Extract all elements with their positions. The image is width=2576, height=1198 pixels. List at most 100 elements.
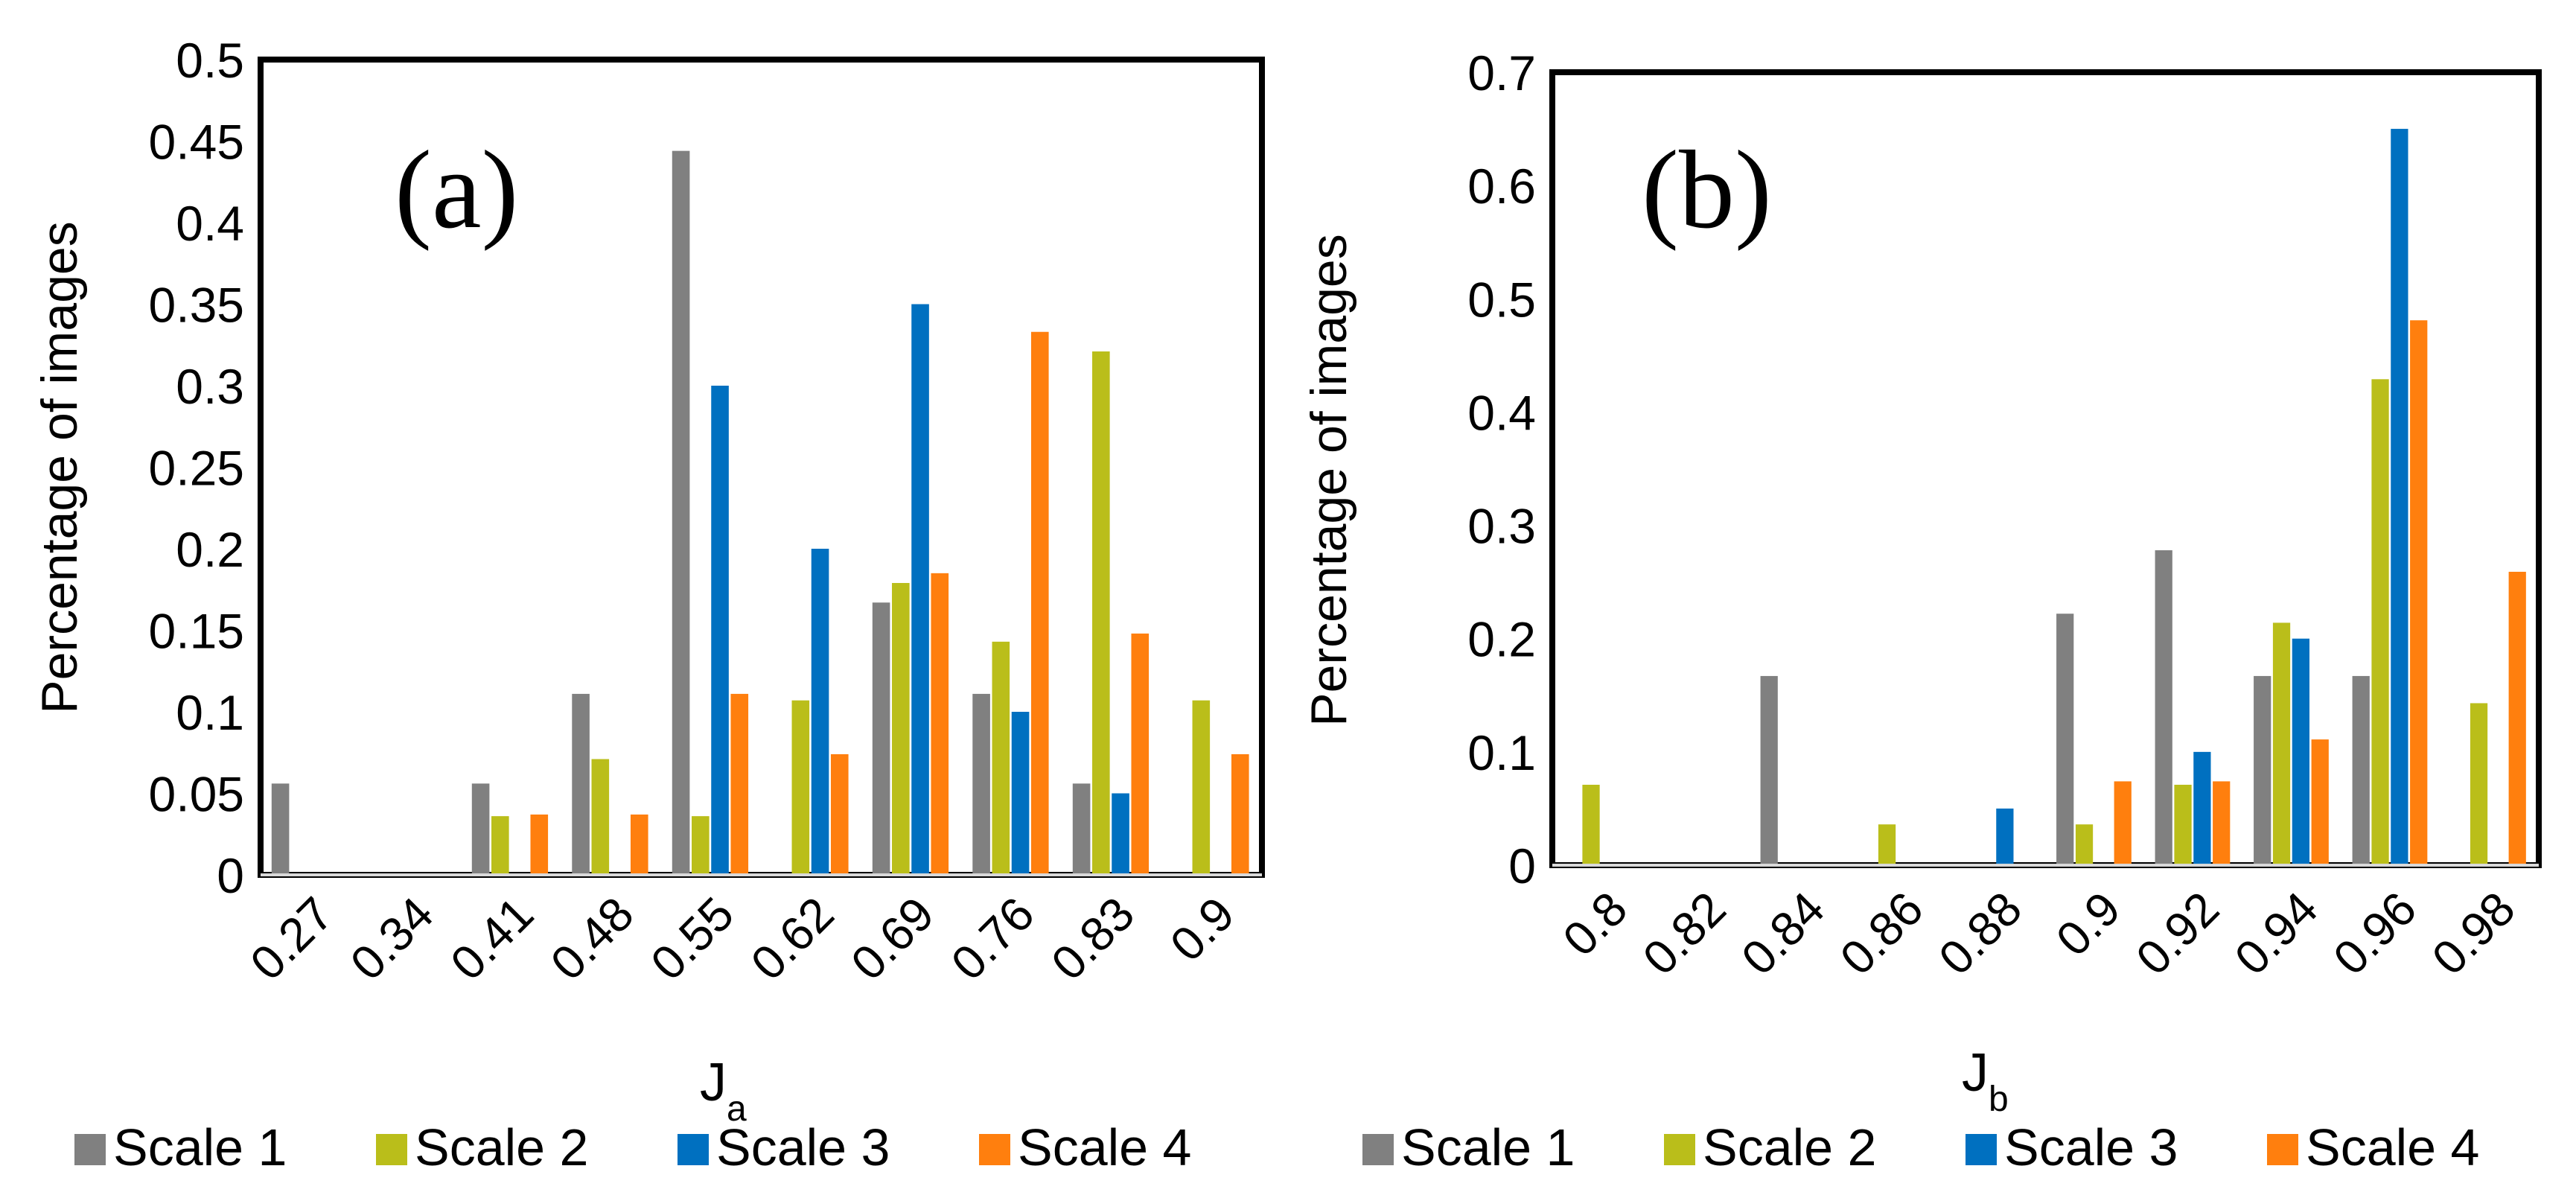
bar-scale-2-0_9 xyxy=(2075,824,2094,865)
bar-scale-1-0_84 xyxy=(1760,675,1778,865)
y-tick-label: 0.7 xyxy=(1467,45,1536,101)
bar-scale-1-0_41 xyxy=(471,783,490,875)
bar-scale-4-0_96 xyxy=(2410,320,2428,865)
bar-scale-1-0_69 xyxy=(872,602,890,875)
bar-scale-3-0_62 xyxy=(811,549,829,875)
legend-swatch xyxy=(979,1134,1010,1165)
x-tick-label: 0.96 xyxy=(2323,882,2426,985)
bars-group xyxy=(261,150,1262,876)
bar-scale-3-0_92 xyxy=(2193,751,2211,865)
bar-scale-3-0_83 xyxy=(1112,793,1129,875)
x-axis-label: Ja xyxy=(700,1053,747,1129)
x-tick-label: 0.83 xyxy=(1041,887,1144,990)
bar-scale-1-0_27 xyxy=(271,783,290,875)
bar-scale-1-0_76 xyxy=(972,693,990,875)
chart-panel-a: 0 0.05 0.1 0.15 0.2 0.25 0.3 0.35 0.4 0.45 0.5 0.2… xyxy=(31,33,1265,1176)
x-tick-label: 0.69 xyxy=(841,887,944,990)
bar-scale-1-0_92 xyxy=(2155,550,2172,865)
legend: Scale 1 Scale 2 Scale 3 Scale 4 xyxy=(74,1118,1191,1176)
legend: Scale 1 Scale 2 Scale 3 Scale 4 xyxy=(1362,1118,2479,1176)
x-axis-label-subscript: b xyxy=(1989,1080,2009,1119)
chart-panel-b: 00.10.20.30.40.50.60.7 0.80.820.840.860.… xyxy=(1301,45,2542,1176)
bar-scale-2-0_9 xyxy=(1192,700,1211,875)
x-tick-labels: 0.80.820.840.860.88 0.90.920.940.960.98 xyxy=(1552,882,2525,985)
y-tick-label: 0.45 xyxy=(149,115,244,170)
bar-scale-2-0_96 xyxy=(2371,379,2389,865)
legend-item-scale-2: Scale 2 xyxy=(376,1118,588,1176)
x-axis-label-main: J xyxy=(1962,1043,1989,1103)
bar-scale-2-0_76 xyxy=(992,641,1010,875)
x-tick-label: 0.41 xyxy=(440,887,543,990)
bar-scale-1-0_55 xyxy=(672,150,690,875)
bar-scale-4-0_83 xyxy=(1131,633,1150,875)
bars-group xyxy=(1552,129,2539,867)
bar-scale-2-0_98 xyxy=(2470,703,2488,865)
y-tick-label: 0.1 xyxy=(1467,725,1536,780)
y-tick-label: 0.25 xyxy=(149,441,244,496)
y-tick-label: 0.15 xyxy=(149,604,244,659)
y-tick-label: 0 xyxy=(1508,838,1536,893)
x-tick-label: 0.62 xyxy=(741,887,844,990)
bar-scale-2-0_83 xyxy=(1092,351,1110,875)
bar-scale-4-0_9 xyxy=(1231,753,1249,875)
x-tick-label: 0.82 xyxy=(1633,882,1736,985)
y-tick-label: 0.05 xyxy=(149,767,244,822)
legend-swatch xyxy=(1664,1134,1695,1165)
x-tick-label: 0.92 xyxy=(2126,882,2229,985)
y-tick-label: 0.35 xyxy=(149,278,244,333)
bar-scale-1-0_48 xyxy=(572,693,590,875)
bar-scale-1-0_9 xyxy=(2056,614,2074,865)
x-tick-label: 0.9 xyxy=(1160,887,1245,972)
bar-scale-1-0_94 xyxy=(2254,675,2271,865)
y-tick-label: 0.6 xyxy=(1467,159,1536,214)
y-axis-label: Percentage of images xyxy=(1301,234,1357,727)
x-tick-label: 0.27 xyxy=(240,887,343,990)
legend-swatch xyxy=(1966,1134,1997,1165)
x-axis-label-main: J xyxy=(700,1053,727,1112)
bar-scale-2-0_41 xyxy=(491,816,509,875)
bar-scale-2-0_92 xyxy=(2174,784,2192,865)
bar-scale-4-0_92 xyxy=(2213,781,2231,865)
legend-item-scale-2: Scale 2 xyxy=(1664,1118,1876,1176)
bar-scale-2-0_86 xyxy=(1878,824,1896,865)
y-tick-label: 0.3 xyxy=(1467,499,1536,554)
bar-scale-2-0_48 xyxy=(591,759,610,875)
bar-scale-4-0_9 xyxy=(2114,781,2132,865)
legend-label: Scale 1 xyxy=(1401,1118,1575,1176)
y-axis-label: Percentage of images xyxy=(31,221,88,714)
x-tick-label: 0.34 xyxy=(340,887,444,990)
bar-scale-4-0_48 xyxy=(630,814,648,875)
panel-label: (a) xyxy=(395,128,518,252)
y-tick-label: 0.2 xyxy=(1467,612,1536,667)
x-tick-label: 0.84 xyxy=(1731,882,1834,985)
y-tick-label: 0.1 xyxy=(176,685,244,740)
y-tick-label: 0.5 xyxy=(176,33,244,88)
x-tick-label: 0.55 xyxy=(640,887,744,990)
legend-item-scale-1: Scale 1 xyxy=(74,1118,287,1176)
y-tick-label: 0.4 xyxy=(176,196,244,251)
x-tick-labels: 0.270.340.410.480.550.620.690.760.83 0.9 xyxy=(240,887,1244,990)
legend-item-scale-1: Scale 1 xyxy=(1362,1118,1575,1176)
bar-scale-2-0_8 xyxy=(1582,784,1600,865)
y-tick-label: 0.4 xyxy=(1467,385,1536,440)
legend-label: Scale 4 xyxy=(2306,1118,2479,1176)
x-tick-label: 0.8 xyxy=(1552,882,1637,966)
y-tick-label: 0 xyxy=(217,848,244,903)
legend-label: Scale 2 xyxy=(415,1118,588,1176)
x-axis-label-subscript: a xyxy=(727,1089,747,1129)
y-tick-labels: 0 0.05 0.1 0.15 0.2 0.25 0.3 0.35 0.4 0.45 0.5 xyxy=(149,33,244,903)
legend-item-scale-3: Scale 3 xyxy=(1966,1118,2178,1176)
bar-scale-4-0_41 xyxy=(530,814,549,875)
x-tick-label: 0.98 xyxy=(2422,882,2525,985)
bar-scale-4-0_94 xyxy=(2311,739,2329,865)
panel-label: (b) xyxy=(1642,128,1772,252)
legend-label: Scale 3 xyxy=(716,1118,890,1176)
y-tick-label: 0.3 xyxy=(176,359,244,414)
legend-swatch xyxy=(1362,1134,1394,1165)
legend-item-scale-4: Scale 4 xyxy=(979,1118,1191,1176)
legend-item-scale-3: Scale 3 xyxy=(678,1118,890,1176)
legend-item-scale-4: Scale 4 xyxy=(2267,1118,2479,1176)
bar-scale-3-0_76 xyxy=(1011,712,1030,875)
legend-swatch xyxy=(678,1134,709,1165)
